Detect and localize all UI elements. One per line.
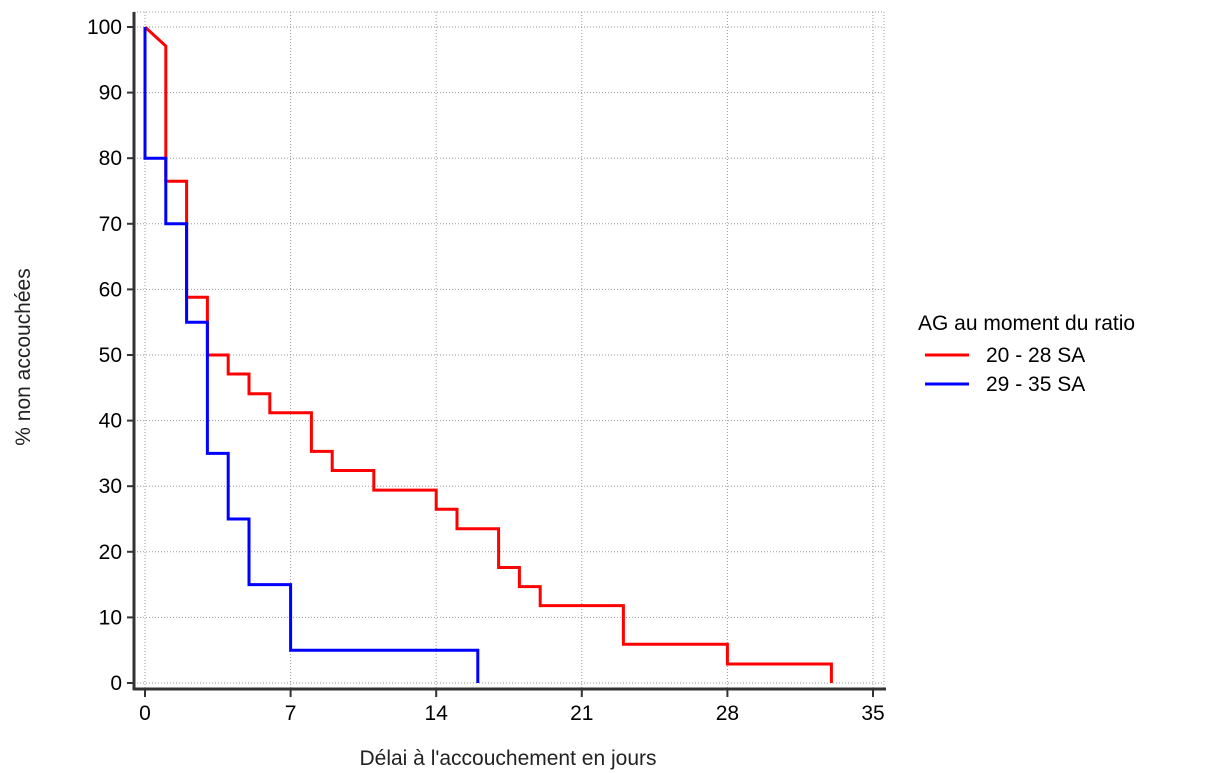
x-tick-label: 14 (425, 702, 449, 725)
legend: AG au moment du ratio 20 - 28 SA 29 - 35 … (918, 312, 1135, 396)
x-tick-label: 0 (139, 702, 151, 725)
x-tick-label: 35 (861, 702, 884, 725)
y-tick-label: 10 (99, 606, 122, 629)
x-tick-label: 7 (285, 702, 297, 725)
x-tick-label: 28 (716, 702, 739, 725)
y-tick-label: 20 (99, 541, 122, 564)
y-tick-label: 60 (99, 278, 122, 301)
axes (127, 12, 886, 697)
x-tick-labels: 0 7 14 21 28 35 (139, 702, 885, 725)
y-axis-label: % non accouchées (12, 268, 35, 445)
legend-label-1: 20 - 28 SA (986, 344, 1085, 367)
y-tick-label: 100 (87, 16, 122, 39)
legend-title: AG au moment du ratio (918, 312, 1135, 335)
y-tick-label: 40 (99, 410, 122, 433)
series-lines (143, 25, 833, 683)
x-axis-label: Délai à l'accouchement en jours (359, 747, 656, 770)
grid-lines (134, 11, 885, 689)
y-tick-label: 50 (99, 344, 122, 367)
y-tick-label: 90 (99, 82, 122, 105)
y-tick-label: 0 (110, 672, 122, 695)
y-tick-label: 30 (99, 475, 122, 498)
series-line-2 (143, 27, 480, 683)
legend-label-2: 29 - 35 SA (986, 373, 1085, 396)
y-tick-labels: 0 10 20 30 40 50 60 70 80 90 100 (87, 16, 122, 695)
x-tick-label: 21 (570, 702, 593, 725)
y-tick-label: 70 (99, 213, 122, 236)
y-tick-label: 80 (99, 147, 122, 170)
